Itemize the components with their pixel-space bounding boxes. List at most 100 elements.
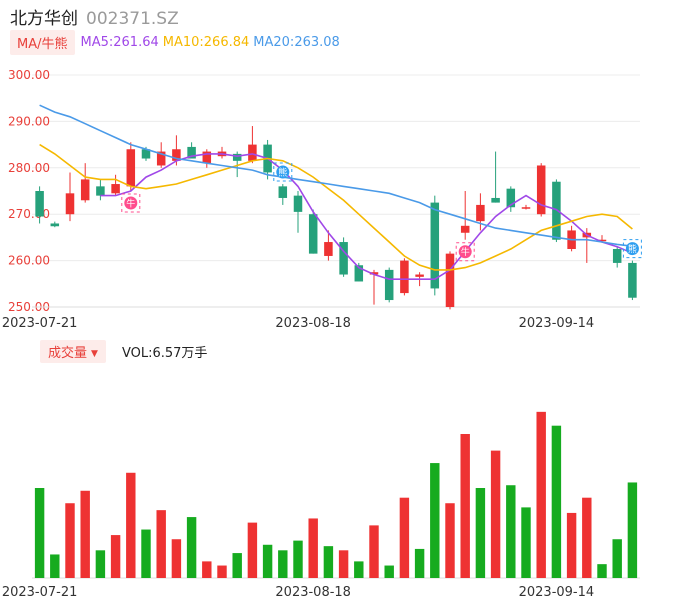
signal-frame (273, 162, 293, 182)
candle-body (187, 146, 196, 159)
price-tick-label: 260.00 (8, 254, 50, 268)
signal-label: 牛 (126, 198, 135, 210)
candle (552, 179, 561, 243)
date-tick-label: 2023-07-21 (2, 585, 78, 600)
stock-title: 北方华创 002371.SZ (10, 4, 179, 29)
signal-label: 熊 (278, 167, 287, 179)
candle (324, 230, 333, 261)
price-tick-label: 300.00 (8, 68, 50, 82)
candle (445, 251, 455, 310)
volume-bar (445, 503, 455, 578)
candle-body (308, 214, 318, 254)
volume-value: VOL:6.57万手 (121, 345, 208, 361)
candle-body (536, 165, 546, 215)
date-tick-label: 2023-09-14 (519, 316, 595, 331)
volume-bar (95, 550, 106, 578)
volume-bar (506, 485, 516, 578)
volume-bar (156, 510, 166, 578)
candle (126, 142, 136, 191)
candle (597, 235, 607, 243)
candle-body (400, 260, 409, 294)
candle (156, 142, 166, 168)
volume-bar (566, 512, 577, 578)
candle-body (156, 151, 166, 166)
date-tick-label: 2023-08-18 (275, 585, 351, 600)
price-tick-label: 250.00 (8, 300, 50, 314)
candle-body (476, 204, 485, 222)
candle-body (126, 149, 136, 187)
candle (308, 209, 318, 254)
candle (65, 172, 75, 222)
signal-frame (622, 239, 642, 259)
candle (400, 258, 409, 296)
candle-body (339, 242, 348, 275)
candle-body (552, 181, 561, 240)
candle-body (384, 269, 394, 301)
volume-bar (323, 546, 334, 578)
candle-body (232, 153, 242, 161)
candle-body (50, 223, 60, 227)
volume-bar (384, 565, 394, 578)
candle (536, 163, 546, 217)
price-tick-label: 280.00 (8, 161, 50, 175)
candle (80, 163, 90, 203)
candle (384, 267, 394, 303)
volume-bar (338, 550, 349, 578)
date-tick-label: 2023-09-14 (519, 585, 595, 600)
candle-body (80, 179, 90, 201)
volume-bar (80, 490, 90, 578)
volume-bar (582, 497, 592, 578)
ma10-line (39, 143, 633, 271)
ma5-label: MA5:261.64 (80, 34, 159, 50)
candle-body (65, 193, 75, 215)
volume-bar (414, 548, 425, 578)
volume-bar (521, 507, 531, 578)
candle (369, 269, 379, 305)
bear-signal-icon: 熊 (273, 162, 293, 182)
candle-body (172, 149, 181, 161)
signal-label: 熊 (628, 243, 637, 255)
candle (460, 191, 470, 240)
candle-body (491, 197, 500, 203)
bull-signal-icon: 牛 (121, 193, 141, 213)
candle-body (597, 239, 607, 242)
candle-body (111, 184, 120, 194)
candle (293, 191, 303, 233)
ma5-line (100, 153, 633, 280)
ma20-line (39, 104, 633, 247)
volume-bar (490, 450, 501, 578)
candle-body (445, 253, 455, 307)
volume-bar (171, 539, 182, 578)
candle (339, 237, 348, 277)
volume-bar (186, 517, 197, 578)
candle (202, 149, 212, 168)
ma-bull-bear-toggle[interactable]: MA/牛熊 (10, 29, 75, 55)
candle (96, 179, 105, 201)
candle (491, 151, 500, 203)
signal-label: 牛 (461, 246, 470, 258)
candle-body (369, 272, 379, 275)
volume-bar (293, 540, 303, 578)
candle-body (628, 262, 637, 298)
volume-bar (202, 561, 212, 578)
dropdown-triangle-icon: ▼ (91, 348, 98, 359)
ma-legend: MA/牛熊 MA5:261.64 MA10:266.84 MA20:263.08 (10, 29, 344, 55)
volume-bar (262, 544, 273, 578)
volume-bar (126, 472, 136, 578)
date-tick-label: 2023-07-21 (2, 316, 78, 331)
candle-body (96, 186, 105, 196)
volume-bar (551, 425, 562, 578)
volume-bar (217, 565, 227, 578)
candle-body (35, 191, 44, 217)
volume-legend: 成交量 ▼ VOL:6.57万手 (40, 339, 208, 363)
price-tick-label: 290.00 (8, 114, 50, 128)
signal-dot (625, 242, 639, 256)
volume-indicator-dropdown[interactable]: 成交量 ▼ (40, 339, 106, 363)
signal-frame (121, 193, 141, 213)
candle-body (521, 207, 531, 209)
stock-code: 002371.SZ (86, 9, 179, 29)
bear-signal-icon: 熊 (622, 239, 642, 259)
candle (187, 142, 196, 159)
candle-body (612, 249, 622, 263)
